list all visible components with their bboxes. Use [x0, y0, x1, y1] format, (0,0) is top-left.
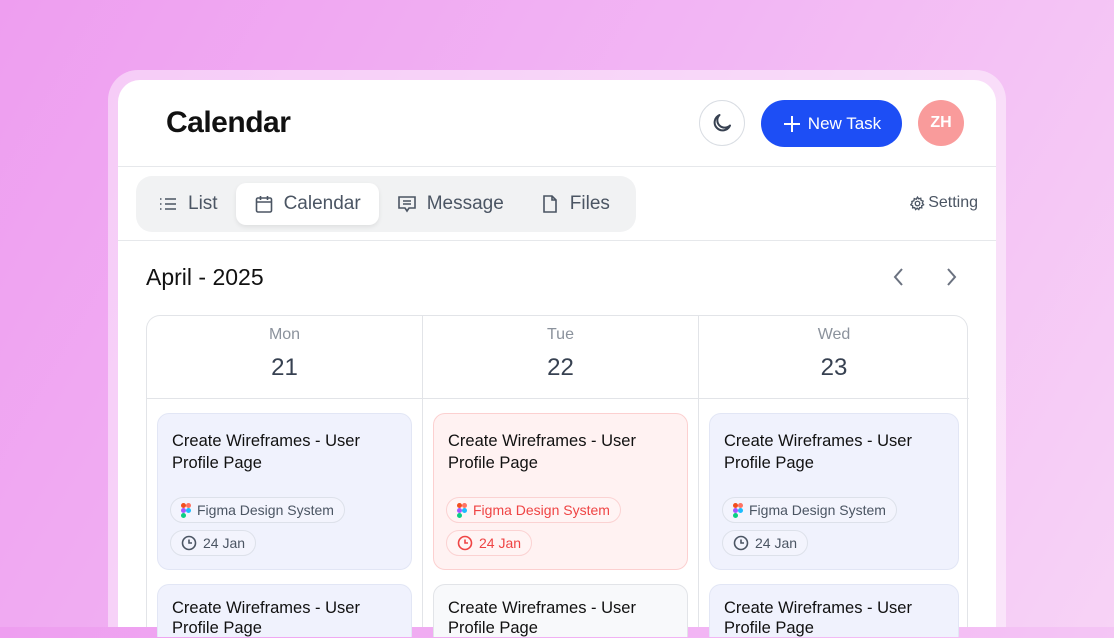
task-card[interactable]: Create Wireframes - User Profile Page	[157, 584, 412, 637]
day-number: 22	[547, 354, 574, 381]
divider	[118, 166, 996, 167]
gear-icon	[910, 195, 925, 211]
list-icon	[160, 198, 176, 210]
tab-label: Message	[426, 193, 504, 214]
tab-label: List	[188, 193, 218, 214]
due-date: 24 Jan	[755, 535, 798, 551]
tab-list[interactable]: List	[140, 183, 236, 225]
task-title: Create Wireframes - User Profile Page	[448, 599, 636, 637]
plus-icon	[783, 115, 800, 132]
calendar-icon	[255, 196, 272, 213]
setting-label: Setting	[928, 194, 978, 211]
tab-label: Calendar	[283, 193, 361, 214]
task-card[interactable]: Create Wireframes - User Profile Page	[709, 584, 959, 637]
day-header: Mon 21	[147, 326, 422, 399]
due-date-tag: 24 Jan	[722, 530, 809, 556]
task-card[interactable]: Create Wireframes - User Profile Page	[433, 584, 688, 637]
figma-icon	[457, 502, 467, 518]
due-date: 24 Jan	[203, 535, 246, 551]
figma-icon	[733, 502, 743, 518]
task-title: Create Wireframes - User Profile Page	[448, 432, 636, 472]
task-card[interactable]: Create Wireframes - User Profile Page Fig…	[433, 413, 688, 570]
project-name: Figma Design System	[197, 502, 334, 518]
due-date-tag: 24 Jan	[446, 530, 533, 556]
day-header: Wed 23	[699, 326, 969, 399]
project-name: Figma Design System	[473, 502, 610, 518]
moon-icon	[713, 114, 731, 132]
day-of-week: Wed	[817, 326, 851, 343]
view-tabs: List Calendar Message Files	[136, 176, 636, 232]
setting-button[interactable]: Setting	[910, 194, 978, 212]
app-window: Calendar New Task ZH List Calendar Messa…	[118, 80, 996, 637]
page-title: Calendar	[166, 106, 291, 139]
month-label: April - 2025	[146, 264, 264, 290]
clock-icon	[733, 535, 749, 551]
file-icon	[542, 195, 557, 213]
clock-icon	[181, 535, 197, 551]
day-header: Tue 22	[423, 326, 698, 399]
divider	[118, 240, 996, 241]
message-icon	[397, 196, 416, 213]
chevron-left-icon	[893, 268, 903, 286]
project-name: Figma Design System	[749, 502, 886, 518]
figma-icon	[181, 502, 191, 518]
task-card[interactable]: Create Wireframes - User Profile Page Fig…	[709, 413, 959, 570]
project-tag[interactable]: Figma Design System	[722, 497, 897, 523]
new-task-label: New Task	[807, 113, 882, 133]
task-title: Create Wireframes - User Profile Page	[724, 432, 912, 472]
day-column: Wed 23 Create Wireframes - User Profile Pa…	[699, 316, 969, 637]
calendar-grid: Mon 21 Create Wireframes - User Profile Pa…	[146, 315, 969, 637]
task-card[interactable]: Create Wireframes - User Profile Page Fig…	[157, 413, 412, 570]
task-title: Create Wireframes - User Profile Page	[172, 599, 360, 637]
tab-files[interactable]: Files	[522, 183, 628, 225]
task-title: Create Wireframes - User Profile Page	[172, 432, 360, 472]
next-button[interactable]	[942, 266, 960, 294]
task-title: Create Wireframes - User Profile Page	[724, 599, 912, 637]
day-number: 21	[271, 354, 298, 381]
new-task-button[interactable]: New Task	[761, 100, 902, 147]
due-date: 24 Jan	[479, 535, 522, 551]
chevron-right-icon	[947, 268, 957, 286]
project-tag[interactable]: Figma Design System	[170, 497, 345, 523]
project-tag[interactable]: Figma Design System	[446, 497, 621, 523]
dark-mode-toggle[interactable]	[699, 100, 745, 146]
avatar[interactable]: ZH	[918, 100, 964, 146]
day-column: Mon 21 Create Wireframes - User Profile Pa…	[147, 316, 423, 637]
day-column: Tue 22 Create Wireframes - User Profile Pa…	[423, 316, 699, 637]
prev-button[interactable]	[890, 266, 908, 294]
day-of-week: Tue	[547, 326, 574, 343]
clock-icon	[457, 535, 473, 551]
day-number: 23	[820, 354, 848, 381]
tab-calendar[interactable]: Calendar	[235, 183, 379, 225]
tab-label: Files	[569, 193, 610, 214]
tab-message[interactable]: Message	[379, 183, 522, 225]
due-date-tag: 24 Jan	[170, 530, 257, 556]
day-of-week: Mon	[268, 326, 301, 343]
